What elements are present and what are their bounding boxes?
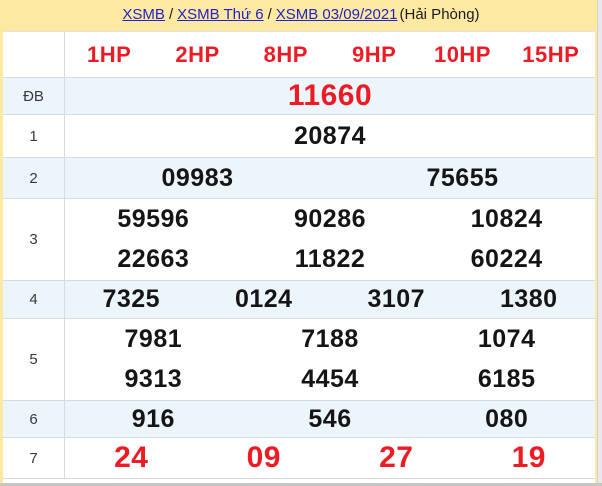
lottery-number: 9313 (124, 365, 183, 394)
window-bottom-edge (0, 483, 602, 486)
lottery-number: 11822 (294, 245, 366, 274)
prize-row-5: 5 7981 7188 1074 9313 4454 6185 (3, 319, 595, 401)
row-label: ĐB (3, 78, 65, 114)
lottery-number: 1380 (499, 285, 558, 313)
lottery-number: 916 (131, 404, 175, 433)
lottery-number: 59596 (117, 204, 190, 233)
prize-row-1: 1 20874 (3, 115, 595, 158)
lottery-number: 22663 (117, 245, 190, 274)
breadcrumb-link-xsmb-thu6[interactable]: XSMB Thứ 6 (177, 6, 264, 23)
prize-row-db: ĐB 11660 (3, 78, 595, 115)
panel-filler (3, 479, 595, 484)
breadcrumb-region-suffix: (Hải Phòng) (399, 6, 480, 23)
lottery-number: 1074 (477, 324, 536, 353)
window-right-edge (597, 0, 602, 486)
row-label: 1 (3, 115, 65, 157)
column-header-10hp: 10HP (433, 41, 491, 67)
lottery-number: 09 (246, 441, 281, 474)
header-row-label (3, 32, 65, 77)
breadcrumb: XSMB / XSMB Thứ 6/XSMB 03/09/2021 (Hải Phòn… (0, 0, 602, 31)
prize-row-6: 6 916 546 080 (3, 401, 595, 438)
lottery-number: 7188 (301, 324, 359, 353)
row-label: 4 (3, 281, 65, 318)
prize-row-2: 2 09983 75655 (3, 158, 595, 199)
lottery-number: 09983 (161, 163, 234, 192)
lottery-number: 4454 (301, 365, 359, 394)
lottery-number: 10824 (470, 204, 543, 233)
lottery-number: 27 (379, 441, 414, 474)
lottery-number: 60224 (470, 245, 543, 274)
header-row: 1HP 2HP 8HP 9HP 10HP 15HP (3, 32, 595, 78)
column-header-8hp: 8HP (263, 41, 308, 67)
prize-row-3: 3 59596 90286 10824 22663 11822 60224 (3, 199, 595, 281)
lottery-number: 3107 (367, 285, 426, 313)
row-label: 2 (3, 158, 65, 198)
lottery-number: 19 (511, 441, 546, 474)
row-label: 6 (3, 401, 65, 437)
lottery-number: 75655 (426, 163, 499, 192)
column-header-15hp: 15HP (522, 41, 580, 67)
breadcrumb-separator: / (267, 6, 272, 23)
results-table: 1HP 2HP 8HP 9HP 10HP 15HP ĐB 11660 1 208… (3, 31, 595, 484)
lottery-number: 11660 (287, 79, 373, 112)
row-label: 5 (3, 319, 65, 400)
column-header-9hp: 9HP (352, 41, 397, 67)
lottery-number: 6185 (477, 365, 536, 394)
column-header-1hp: 1HP (87, 41, 132, 67)
prize-row-7: 7 24 09 27 19 (3, 438, 595, 479)
breadcrumb-link-xsmb[interactable]: XSMB (122, 6, 165, 23)
lottery-number: 546 (308, 404, 352, 433)
row-label: 7 (3, 438, 65, 478)
lottery-number: 7981 (124, 324, 183, 353)
lottery-number: 7325 (102, 285, 161, 313)
lottery-number: 24 (114, 441, 149, 474)
lottery-number: 080 (485, 404, 529, 433)
breadcrumb-link-xsmb-date[interactable]: XSMB 03/09/2021 (275, 6, 398, 23)
row-label: 3 (3, 199, 65, 280)
prize-row-4: 4 7325 0124 3107 1380 (3, 281, 595, 319)
breadcrumb-separator: / (168, 6, 174, 23)
lottery-number: 90286 (293, 204, 367, 233)
lottery-number: 0124 (234, 285, 293, 313)
lottery-number: 20874 (293, 121, 367, 150)
column-header-2hp: 2HP (175, 41, 220, 67)
